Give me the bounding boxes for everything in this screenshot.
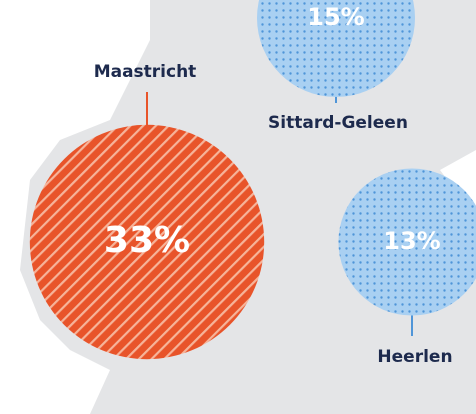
city-label: Heerlen <box>377 347 452 367</box>
bubble <box>338 168 476 316</box>
city-label: Maastricht <box>94 62 197 82</box>
bubble <box>29 124 265 360</box>
value-label: 13% <box>383 227 440 255</box>
bubble <box>257 0 415 97</box>
city-label: Sittard-Geleen <box>268 113 408 133</box>
value-label: 33% <box>104 220 190 261</box>
bubbles: 33% Maastricht 15% Sittard-Geleen 13% Heerlen <box>29 0 476 367</box>
value-label: 15% <box>307 3 364 31</box>
